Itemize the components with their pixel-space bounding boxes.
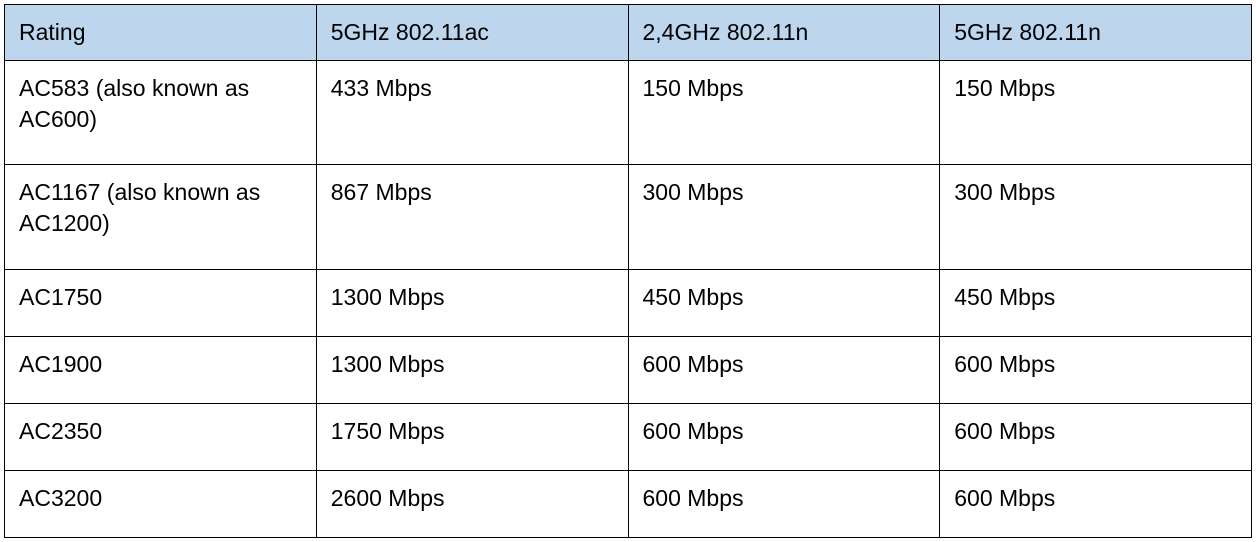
cell-5ghz-ac: 867 Mbps	[316, 165, 628, 269]
cell-5ghz-n: 600 Mbps	[940, 403, 1252, 470]
cell-5ghz-n: 150 Mbps	[940, 61, 1252, 165]
cell-rating: AC2350	[5, 403, 317, 470]
table-row: AC1900 1300 Mbps 600 Mbps 600 Mbps	[5, 336, 1252, 403]
cell-5ghz-ac: 1300 Mbps	[316, 269, 628, 336]
table-header-row: Rating 5GHz 802.11ac 2,4GHz 802.11n 5GHz…	[5, 5, 1252, 61]
table-row: AC3200 2600 Mbps 600 Mbps 600 Mbps	[5, 470, 1252, 537]
cell-rating: AC3200	[5, 470, 317, 537]
cell-2-4ghz-n: 600 Mbps	[628, 336, 940, 403]
wifi-ratings-table: Rating 5GHz 802.11ac 2,4GHz 802.11n 5GHz…	[4, 4, 1252, 538]
cell-2-4ghz-n: 600 Mbps	[628, 403, 940, 470]
table-row: AC1167 (also known as AC1200) 867 Mbps 3…	[5, 165, 1252, 269]
cell-rating: AC1167 (also known as AC1200)	[5, 165, 317, 269]
cell-5ghz-n: 300 Mbps	[940, 165, 1252, 269]
cell-5ghz-ac: 1300 Mbps	[316, 336, 628, 403]
cell-2-4ghz-n: 300 Mbps	[628, 165, 940, 269]
cell-5ghz-n: 600 Mbps	[940, 336, 1252, 403]
column-header-5ghz-ac: 5GHz 802.11ac	[316, 5, 628, 61]
cell-5ghz-n: 600 Mbps	[940, 470, 1252, 537]
cell-2-4ghz-n: 600 Mbps	[628, 470, 940, 537]
cell-5ghz-ac: 1750 Mbps	[316, 403, 628, 470]
cell-5ghz-n: 450 Mbps	[940, 269, 1252, 336]
column-header-2-4ghz-n: 2,4GHz 802.11n	[628, 5, 940, 61]
cell-2-4ghz-n: 150 Mbps	[628, 61, 940, 165]
cell-rating: AC1900	[5, 336, 317, 403]
cell-5ghz-ac: 433 Mbps	[316, 61, 628, 165]
table-row: AC2350 1750 Mbps 600 Mbps 600 Mbps	[5, 403, 1252, 470]
column-header-rating: Rating	[5, 5, 317, 61]
column-header-5ghz-n: 5GHz 802.11n	[940, 5, 1252, 61]
table-row: AC583 (also known as AC600) 433 Mbps 150…	[5, 61, 1252, 165]
cell-rating: AC583 (also known as AC600)	[5, 61, 317, 165]
cell-5ghz-ac: 2600 Mbps	[316, 470, 628, 537]
table-row: AC1750 1300 Mbps 450 Mbps 450 Mbps	[5, 269, 1252, 336]
table-container: Rating 5GHz 802.11ac 2,4GHz 802.11n 5GHz…	[0, 0, 1256, 542]
cell-2-4ghz-n: 450 Mbps	[628, 269, 940, 336]
cell-rating: AC1750	[5, 269, 317, 336]
